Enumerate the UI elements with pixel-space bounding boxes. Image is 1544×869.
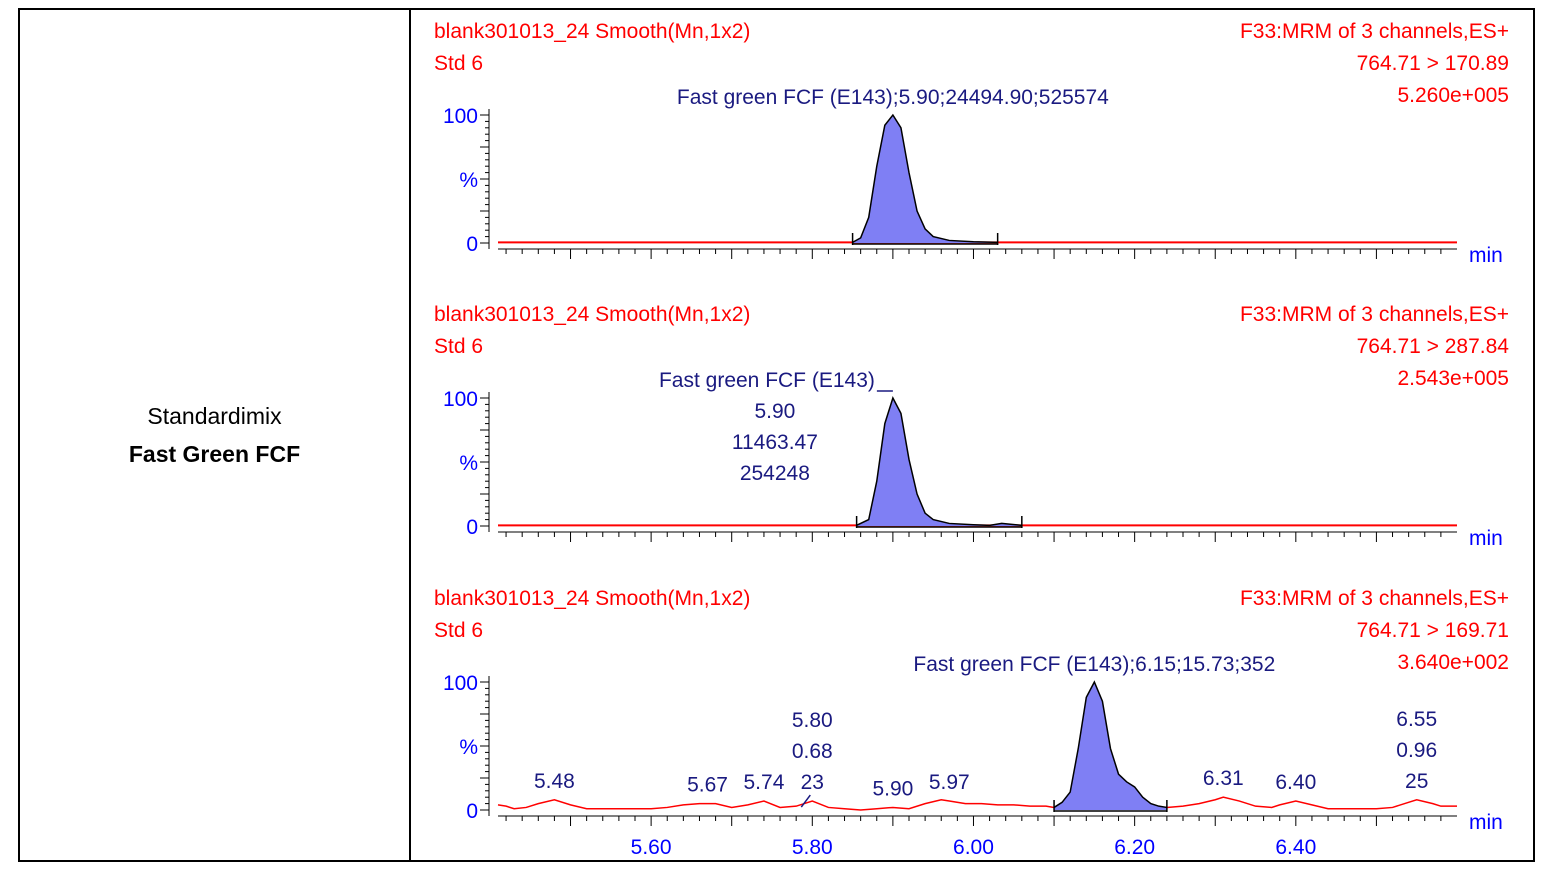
- x-tick-label: 6.00: [953, 836, 994, 859]
- mrm-transition: 764.71 > 287.84: [1357, 335, 1510, 358]
- function-label: F33:MRM of 3 channels,ES+: [1240, 20, 1509, 43]
- peak-annotation: Fast green FCF (E143): [659, 369, 875, 392]
- function-label: F33:MRM of 3 channels,ES+: [1240, 587, 1509, 610]
- analyte-name: Fast Green FCF: [128, 441, 301, 467]
- max-intensity: 2.543e+005: [1397, 367, 1509, 390]
- function-label: F33:MRM of 3 channels,ES+: [1240, 303, 1509, 326]
- y-tick-label: 0: [466, 233, 478, 256]
- sample-name: blank301013_24 Smooth(Mn,1x2): [434, 303, 750, 326]
- max-intensity: 5.260e+005: [1397, 84, 1509, 107]
- peak-annotation: 0.96: [1396, 739, 1437, 762]
- mrm-transition: 764.71 > 169.71: [1357, 619, 1509, 642]
- x-tick-label: 5.80: [792, 836, 833, 859]
- column-divider: [409, 8, 411, 862]
- max-intensity: 3.640e+002: [1397, 651, 1509, 674]
- x-tick-label: 6.40: [1275, 836, 1316, 859]
- y-tick-label: 0: [466, 516, 478, 539]
- peak-outline: [1053, 680, 1167, 809]
- peak-area: [1054, 682, 1167, 810]
- sample-type: Std 6: [434, 619, 483, 642]
- peak-annotation: 25: [1405, 770, 1428, 793]
- peak-area: [852, 115, 998, 243]
- row-label-cell: Standardimix Fast Green FCF: [20, 10, 409, 860]
- y-tick-label: 100: [443, 388, 478, 411]
- y-axis-label: %: [459, 169, 478, 192]
- noise-trace: [497, 796, 1457, 811]
- chromatogram-panel-2: blank301013_24 Smooth(Mn,1x2) Std 6 F33:MR…: [434, 303, 1509, 550]
- y-tick-label: 0: [466, 800, 478, 823]
- peak-annotation: 23: [801, 771, 824, 794]
- y-axis-label: %: [459, 736, 478, 759]
- x-axis-label: min: [1469, 244, 1503, 267]
- sample-type: Std 6: [434, 52, 483, 75]
- peak-annotation: 0.68: [792, 740, 833, 763]
- y-axis-label: %: [459, 452, 478, 475]
- x-axis-label: min: [1469, 527, 1503, 550]
- y-tick-label: 100: [443, 672, 478, 695]
- peak-outline: [856, 396, 1022, 527]
- x-tick-label: 5.60: [631, 836, 672, 859]
- peak-annotation: 5.48: [534, 770, 575, 793]
- peak-annotation: Fast green FCF (E143);5.90;24494.90;5255…: [677, 86, 1109, 109]
- peak-annotation: 6.40: [1275, 771, 1316, 794]
- peak-area: [856, 398, 1022, 526]
- peak-annotation: Fast green FCF (E143);6.15;15.73;352: [913, 653, 1275, 676]
- chromatogram-panel-1: blank301013_24 Smooth(Mn,1x2) Std 6 F33:MR…: [434, 20, 1509, 267]
- peak-annotation: 6.31: [1203, 767, 1244, 790]
- sample-name: blank301013_24 Smooth(Mn,1x2): [434, 587, 750, 610]
- peak-outline: [852, 113, 998, 244]
- peak-annotation: 11463.47: [732, 431, 818, 454]
- peak-annotation: 5.80: [792, 709, 833, 732]
- peak-annotation: 6.55: [1396, 708, 1437, 731]
- peak-annotation: 5.67: [687, 774, 728, 797]
- x-axis-label: min: [1469, 811, 1503, 834]
- peak-annotation: 254248: [740, 462, 810, 485]
- y-tick-label: 100: [443, 105, 478, 128]
- mix-name: Standardimix: [147, 403, 282, 429]
- x-tick-label: 6.20: [1114, 836, 1155, 859]
- mrm-transition: 764.71 > 170.89: [1357, 52, 1509, 75]
- annotation-leader: [800, 794, 811, 808]
- peak-annotation: 5.74: [744, 771, 785, 794]
- table-frame: [18, 8, 1535, 862]
- peak-annotation: 5.97: [929, 771, 970, 794]
- sample-name: blank301013_24 Smooth(Mn,1x2): [434, 20, 750, 43]
- chromatogram-panel-3: blank301013_24 Smooth(Mn,1x2) Std 6 F33:MR…: [434, 587, 1509, 859]
- peak-annotation: 5.90: [872, 777, 913, 800]
- sample-type: Std 6: [434, 335, 483, 358]
- peak-annotation: 5.90: [754, 400, 795, 423]
